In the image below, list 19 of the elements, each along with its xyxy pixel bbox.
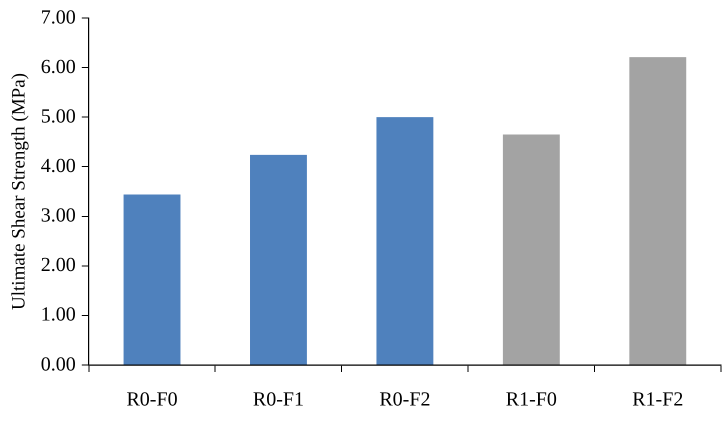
y-tick-label: 1.00 — [40, 304, 76, 326]
y-tick-label: 6.00 — [40, 56, 76, 78]
y-tick-label: 7.00 — [40, 6, 76, 28]
y-tick-label: 0.00 — [40, 353, 76, 376]
y-tick-label: 3.00 — [40, 204, 76, 227]
y-tick-label: 5.00 — [40, 105, 76, 128]
y-axis-title: Ultimate Shear Strength (MPa) — [8, 73, 30, 310]
x-tick-label: R1-F0 — [506, 388, 557, 410]
y-tick-label: 2.00 — [40, 254, 76, 276]
x-tick-label: R1-F2 — [632, 388, 684, 410]
x-tick-label: R0-F1 — [252, 388, 304, 410]
bar — [629, 57, 686, 364]
x-tick-label: R0-F2 — [379, 388, 430, 410]
y-tick-label: 4.00 — [40, 154, 76, 177]
bar — [124, 194, 180, 364]
bar — [250, 154, 307, 364]
bar — [502, 134, 560, 364]
x-tick-label: R0-F0 — [126, 388, 178, 410]
bar — [376, 117, 434, 364]
